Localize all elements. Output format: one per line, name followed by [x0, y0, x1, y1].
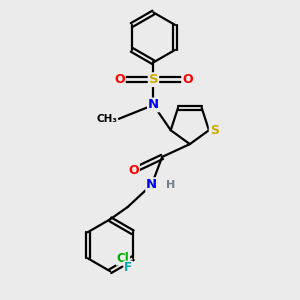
- Text: N: N: [148, 98, 159, 112]
- Text: Cl: Cl: [117, 252, 129, 265]
- Text: O: O: [114, 73, 125, 86]
- Text: CH₃: CH₃: [96, 114, 117, 124]
- Text: S: S: [149, 73, 158, 86]
- Text: O: O: [128, 164, 139, 177]
- Text: S: S: [210, 124, 219, 137]
- Text: O: O: [182, 73, 193, 86]
- Text: F: F: [124, 262, 132, 275]
- Text: N: N: [146, 178, 157, 191]
- Text: H: H: [166, 180, 176, 190]
